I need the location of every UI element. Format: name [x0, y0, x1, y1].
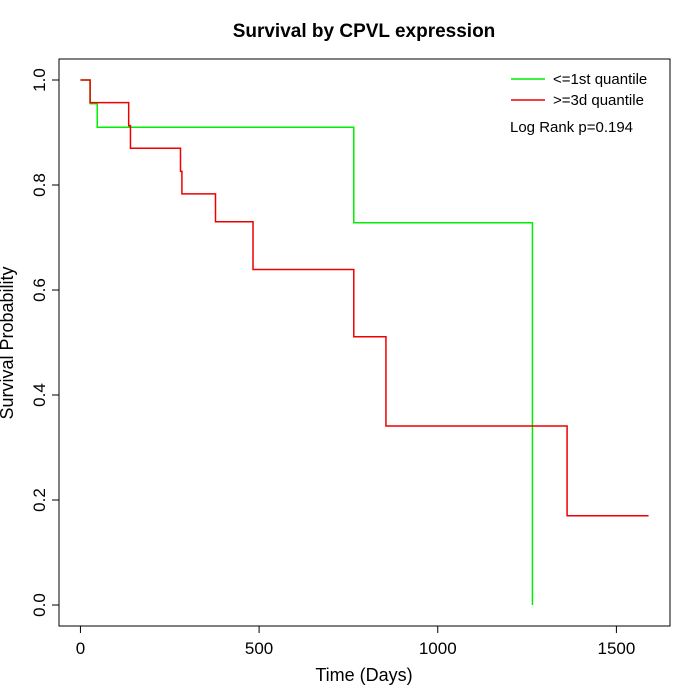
- log-rank-annotation: Log Rank p=0.194: [510, 119, 633, 136]
- x-tick-label: 500: [245, 639, 273, 658]
- y-axis-label: Survival Probability: [0, 266, 17, 419]
- plot-frame: [58, 58, 671, 627]
- series-line-high-quantile: [80, 79, 649, 517]
- y-tick-label: 1.0: [30, 68, 49, 92]
- y-axis: 0.0 0.2 0.4 0.6 0.8 1.0: [30, 68, 60, 617]
- x-tick-label: 1500: [597, 639, 635, 658]
- legend-label-low: <=1st quantile: [553, 71, 647, 88]
- x-tick-label: 1000: [419, 639, 457, 658]
- y-tick-label: 0.4: [30, 383, 49, 407]
- chart-title: Survival by CPVL expression: [233, 21, 496, 42]
- x-axis-label: Time (Days): [315, 665, 412, 685]
- y-tick-label: 0.2: [30, 488, 49, 512]
- x-axis: 0 500 1000 1500: [76, 625, 635, 658]
- series-layer: [80, 79, 649, 605]
- legend: <=1st quantile >=3d quantile: [511, 71, 647, 109]
- legend-label-high: >=3d quantile: [553, 92, 644, 109]
- y-tick-label: 0.8: [30, 173, 49, 197]
- x-tick-label: 0: [76, 639, 85, 658]
- y-tick-label: 0.6: [30, 278, 49, 302]
- series-line-low-quantile: [80, 79, 534, 605]
- y-tick-label: 0.0: [30, 593, 49, 617]
